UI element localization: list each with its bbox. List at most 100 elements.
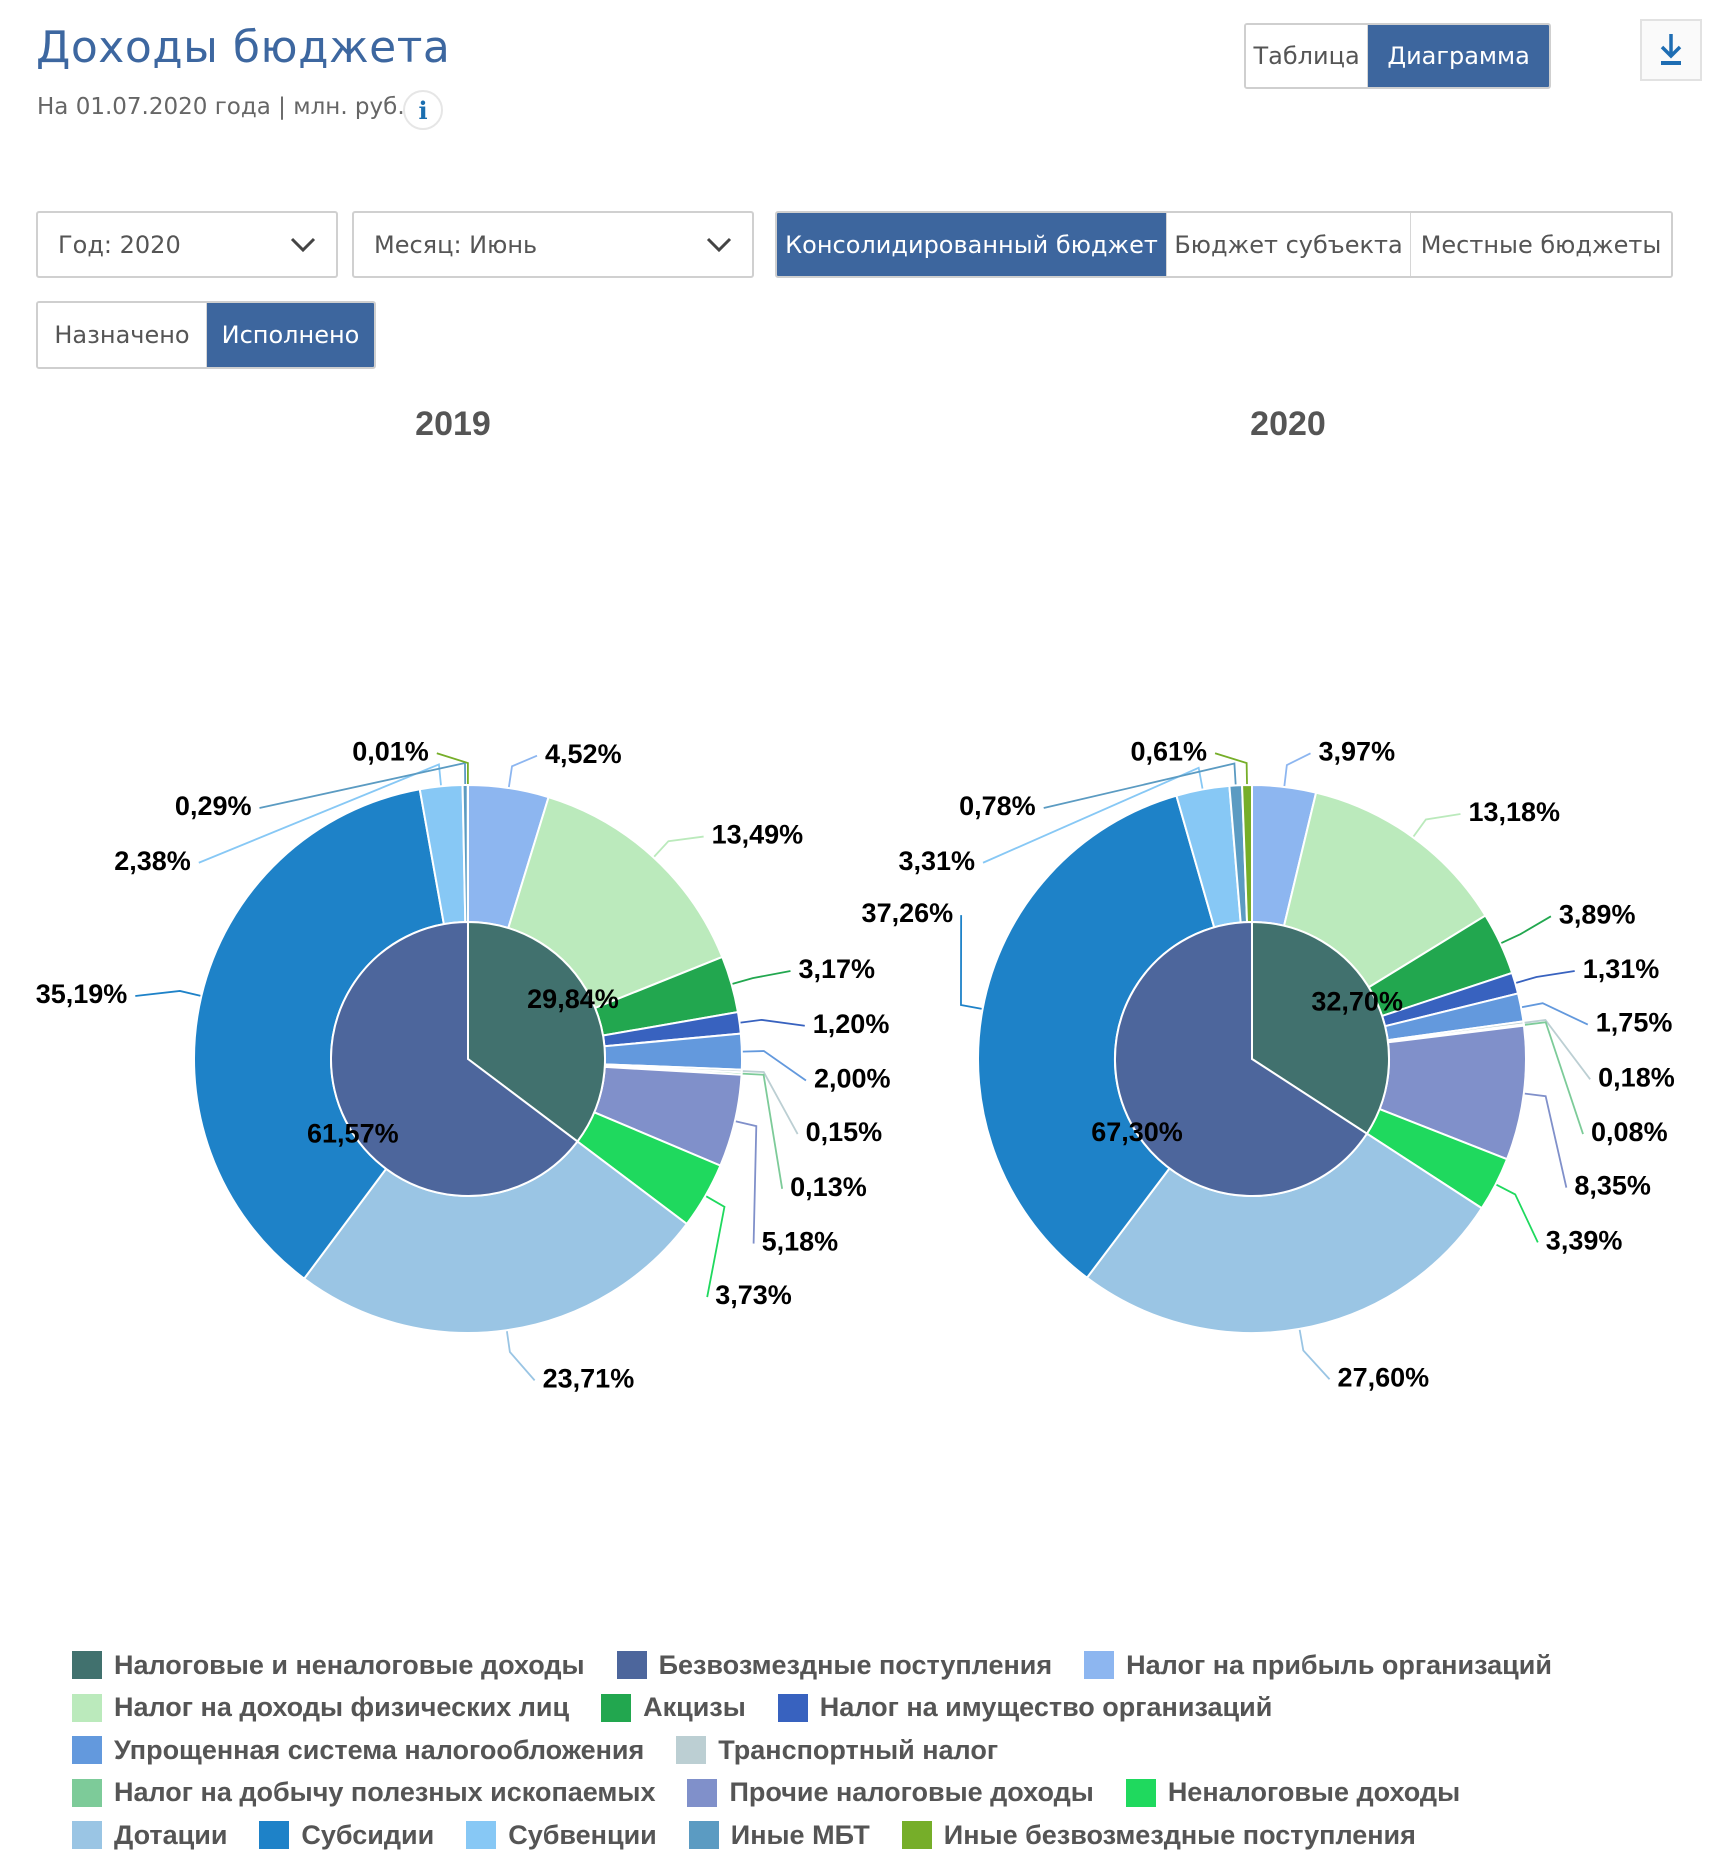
leader-line (740, 1020, 805, 1026)
inner-data-label: 67,30% (1091, 1117, 1183, 1147)
leader-line (1524, 1022, 1583, 1134)
leader-line (437, 753, 468, 785)
outer-data-label: 5,18% (762, 1227, 839, 1257)
leader-line (735, 1121, 756, 1243)
leader-line (1524, 1020, 1591, 1079)
legend: Налоговые и неналоговые доходы Безвозмезд… (72, 1644, 1584, 1857)
leader-line (732, 971, 791, 984)
outer-data-label: 3,17% (798, 954, 875, 984)
leader-line (654, 837, 704, 858)
legend-label: Налоговые и неналоговые доходы (114, 1650, 585, 1681)
chart-2020: 3,97% 13,18% 3,89% 1,31% 1,75% 0,18% 0,08% 8,35… (862, 736, 1675, 1392)
outer-data-label: 8,35% (1574, 1171, 1651, 1201)
outer-data-label: 3,73% (715, 1280, 792, 1310)
legend-item[interactable]: Дотации (72, 1820, 227, 1851)
legend-label: Налог на добычу полезных ископаемых (114, 1777, 655, 1808)
outer-data-label: 13,49% (712, 820, 804, 850)
leader-line (1524, 1093, 1567, 1187)
outer-data-label: 0,01% (352, 736, 429, 766)
inner-data-label: 32,70% (1311, 986, 1403, 1016)
leader-line (961, 915, 983, 1009)
legend-label: Дотации (114, 1820, 227, 1851)
legend-label: Иные МБТ (731, 1820, 870, 1851)
legend-item[interactable]: Субсидии (259, 1820, 434, 1851)
legend-row: Дотации Субсидии Субвенции Иные МБТ Иные без… (72, 1814, 1584, 1857)
outer-data-label: 13,18% (1468, 797, 1560, 827)
outer-data-label: 2,38% (114, 846, 191, 876)
outer-data-label: 1,75% (1596, 1008, 1673, 1038)
legend-item[interactable]: Налоговые и неналоговые доходы (72, 1650, 585, 1681)
outer-data-label: 3,39% (1546, 1225, 1623, 1255)
outer-data-label: 0,29% (175, 791, 252, 821)
legend-row: Налоговые и неналоговые доходы Безвозмезд… (72, 1644, 1584, 1687)
legend-item[interactable]: Налог на имущество организаций (778, 1692, 1273, 1723)
legend-label: Налог на прибыль организаций (1126, 1650, 1552, 1681)
outer-data-label: 0,13% (790, 1172, 867, 1202)
legend-item[interactable]: Прочие налоговые доходы (687, 1777, 1093, 1808)
leader-line (1515, 971, 1574, 983)
legend-label: Транспортный налог (718, 1735, 998, 1766)
legend-swatch (902, 1821, 932, 1849)
legend-label: Упрощенная система налогообложения (114, 1735, 644, 1766)
legend-item[interactable]: Безвозмездные поступления (617, 1650, 1053, 1681)
outer-data-label: 0,08% (1591, 1117, 1668, 1147)
legend-label: Субсидии (301, 1820, 434, 1851)
legend-row: Налог на доходы физических лиц Акцизы Нало… (72, 1687, 1584, 1730)
outer-data-label: 1,31% (1583, 954, 1660, 984)
legend-label: Акцизы (643, 1692, 746, 1723)
legend-swatch (72, 1779, 102, 1807)
legend-label: Налог на имущество организаций (820, 1692, 1273, 1723)
outer-data-label: 3,31% (898, 846, 975, 876)
leader-line (742, 1074, 783, 1189)
outer-data-label: 3,89% (1559, 899, 1636, 929)
outer-data-label: 0,15% (806, 1117, 883, 1147)
leader-line (1500, 916, 1550, 943)
outer-data-label: 0,61% (1131, 736, 1208, 766)
legend-item[interactable]: Акцизы (601, 1692, 746, 1723)
legend-swatch (72, 1651, 102, 1679)
outer-data-label: 3,97% (1319, 736, 1396, 766)
legend-item[interactable]: Упрощенная система налогообложения (72, 1735, 644, 1766)
outer-data-label: 37,26% (862, 898, 954, 928)
leader-line (742, 1051, 806, 1080)
leader-line (509, 756, 537, 788)
legend-swatch (676, 1736, 706, 1764)
legend-label: Субвенции (508, 1820, 657, 1851)
inner-data-label: 29,84% (527, 984, 619, 1014)
legend-item[interactable]: Налог на прибыль организаций (1084, 1650, 1552, 1681)
outer-data-label: 35,19% (36, 979, 128, 1009)
pie-charts: 4,52%13,49%3,17%1,20%2,00%0,15%0,13%5,18… (0, 0, 1714, 1560)
leader-line (1299, 1329, 1329, 1379)
outer-data-label: 0,18% (1598, 1062, 1675, 1092)
legend-swatch (72, 1736, 102, 1764)
legend-item[interactable]: Налог на добычу полезных ископаемых (72, 1777, 655, 1808)
legend-swatch (687, 1779, 717, 1807)
legend-swatch (259, 1821, 289, 1849)
outer-data-label: 27,60% (1338, 1362, 1430, 1392)
legend-item[interactable]: Транспортный налог (676, 1735, 998, 1766)
legend-item[interactable]: Иные МБТ (689, 1820, 870, 1851)
legend-swatch (617, 1651, 647, 1679)
legend-swatch (466, 1821, 496, 1849)
chart-2019: 4,52%13,49%3,17%1,20%2,00%0,15%0,13%5,18… (36, 736, 891, 1393)
legend-item[interactable]: Неналоговые доходы (1126, 1777, 1460, 1808)
leader-line (1413, 814, 1460, 837)
inner-data-label: 61,57% (307, 1118, 399, 1148)
legend-swatch (72, 1821, 102, 1849)
legend-row: Налог на добычу полезных ископаемых Прочи… (72, 1772, 1584, 1815)
legend-item[interactable]: Субвенции (466, 1820, 657, 1851)
legend-label: Иные безвозмездные поступления (944, 1820, 1416, 1851)
legend-item[interactable]: Иные безвозмездные поступления (902, 1820, 1416, 1851)
outer-data-label: 4,52% (545, 739, 622, 769)
leader-line (507, 1330, 535, 1380)
legend-item[interactable]: Налог на доходы физических лиц (72, 1692, 569, 1723)
legend-swatch (601, 1694, 631, 1722)
leader-line (1215, 753, 1247, 785)
legend-swatch (778, 1694, 808, 1722)
legend-label: Неналоговые доходы (1168, 1777, 1460, 1808)
leader-line (1284, 753, 1310, 787)
legend-swatch (1084, 1651, 1114, 1679)
outer-data-label: 23,71% (543, 1364, 635, 1394)
leader-line (135, 991, 201, 996)
legend-label: Прочие налоговые доходы (729, 1777, 1093, 1808)
